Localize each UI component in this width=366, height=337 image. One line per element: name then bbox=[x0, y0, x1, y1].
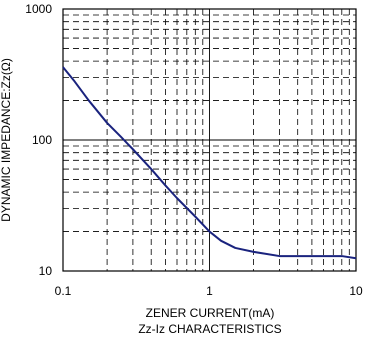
series-layer bbox=[62, 66, 357, 260]
plot-frame bbox=[62, 8, 357, 272]
y-tick-label: 100 bbox=[32, 133, 52, 147]
x-tick-label: 0.1 bbox=[55, 284, 72, 298]
y-tick-label: 10 bbox=[39, 264, 53, 278]
tick-labels: 0.1 1 10 10 100 1000 bbox=[25, 2, 363, 298]
x-tick-label: 10 bbox=[349, 284, 363, 298]
grid bbox=[63, 9, 356, 271]
plot-border bbox=[62, 8, 357, 272]
y-axis-label: DYNAMIC IMPEDANCE:Zz(Ω) bbox=[0, 58, 13, 222]
y-tick-label: 1000 bbox=[25, 2, 52, 16]
series-line-0 bbox=[62, 66, 357, 260]
x-axis-label: ZENER CURRENT(mA) bbox=[146, 306, 275, 320]
x-tick-label: 1 bbox=[206, 284, 213, 298]
chart-title: Zz-Iz CHARACTERISTICS bbox=[138, 322, 281, 336]
